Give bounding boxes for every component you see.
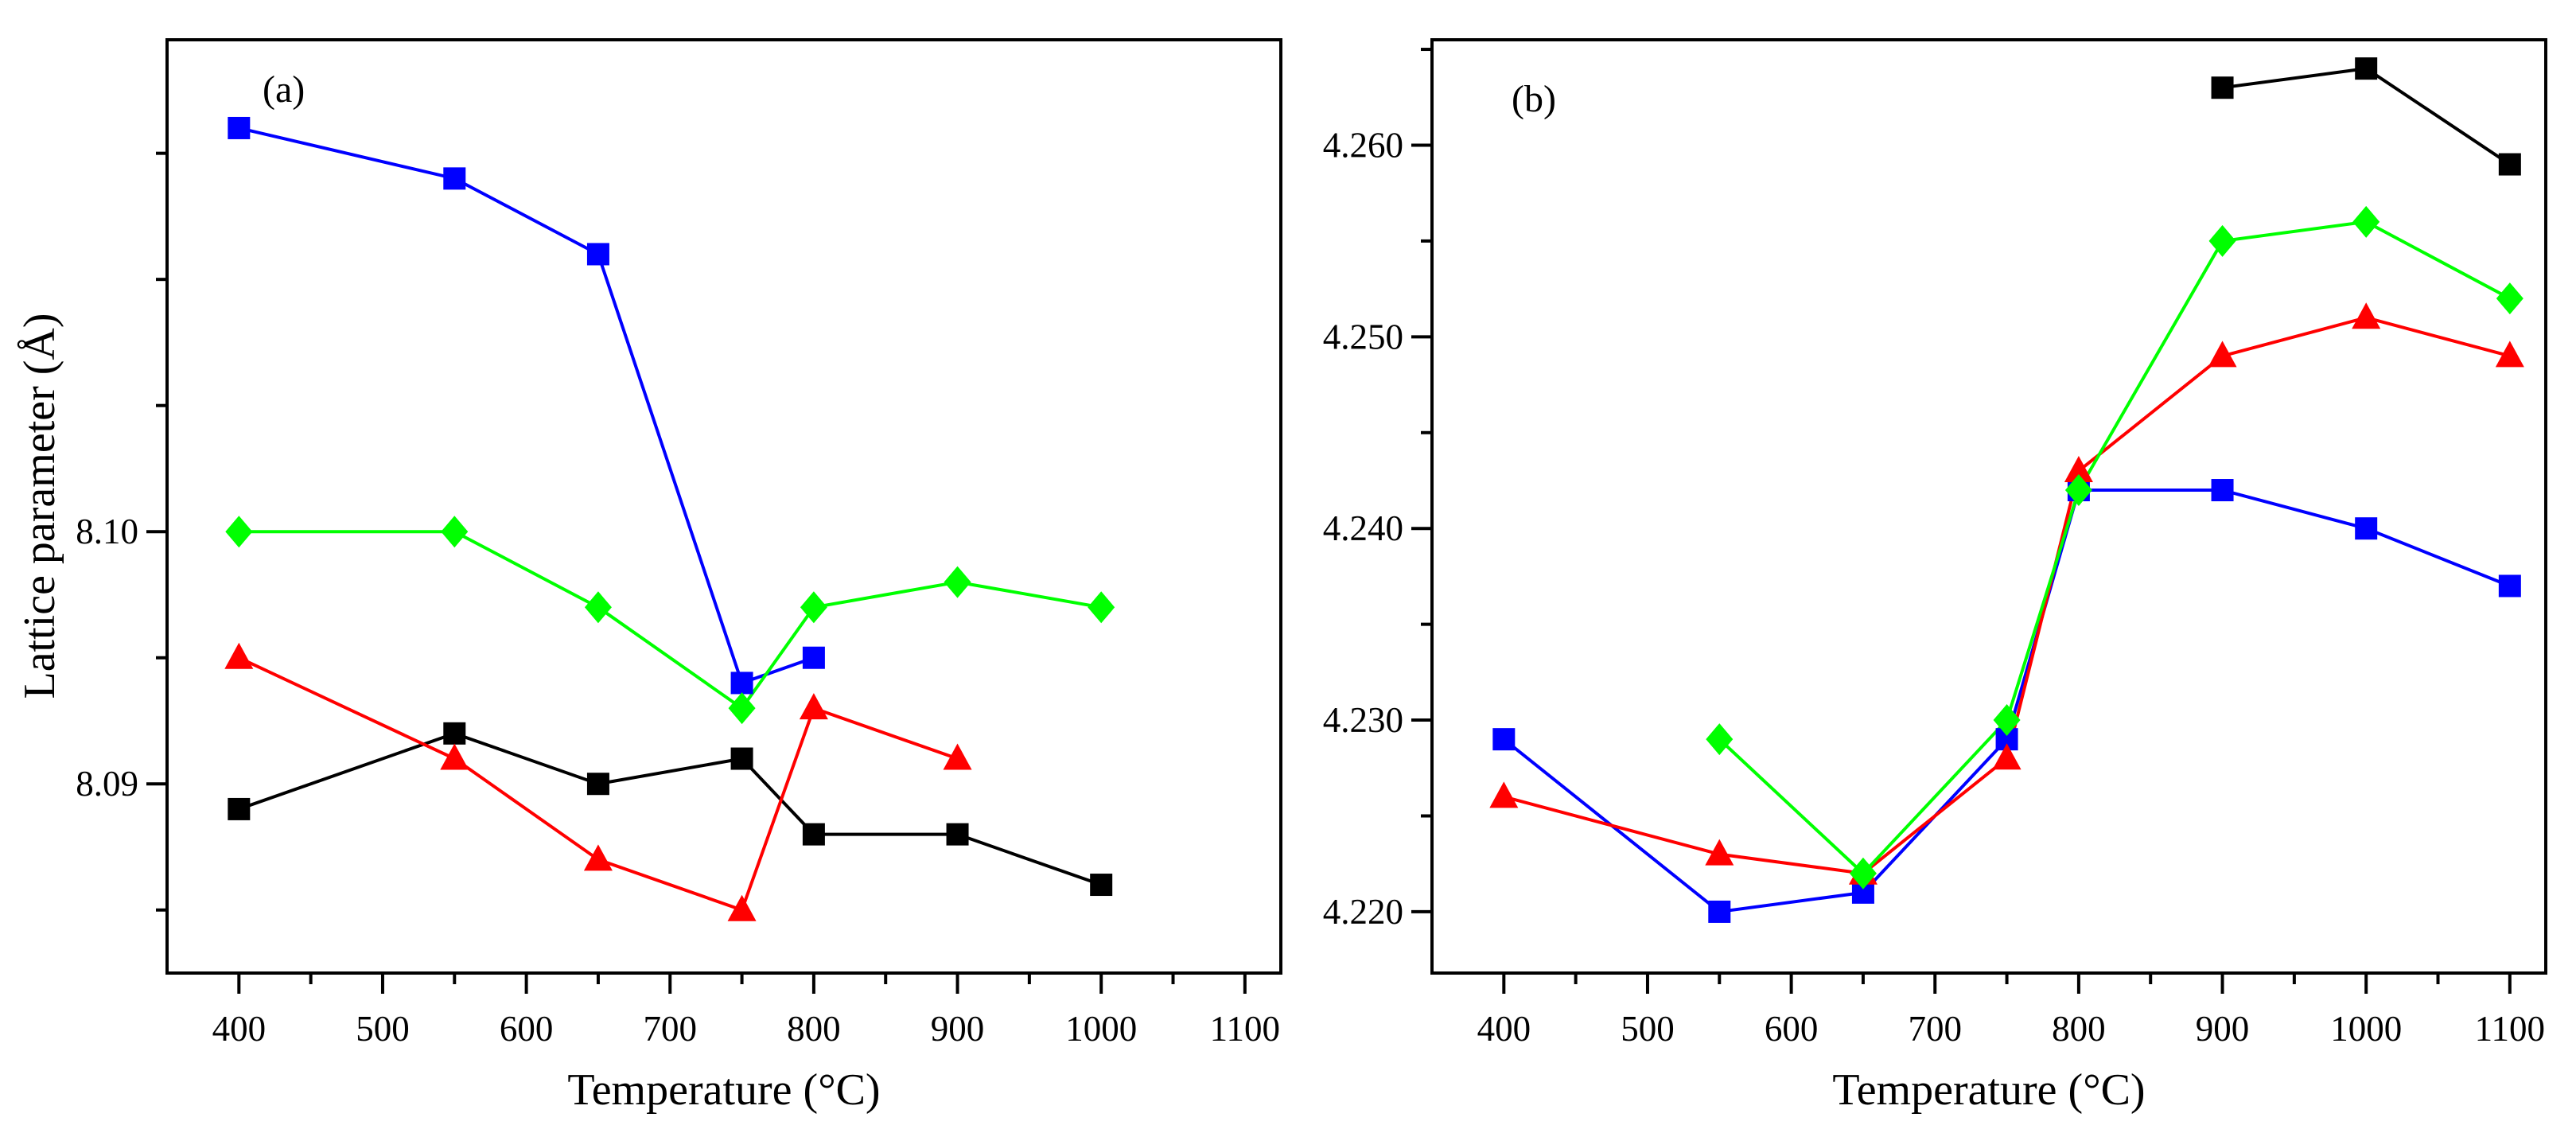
- data-point-square: [2498, 574, 2521, 598]
- data-point-triangle: [1992, 743, 2021, 770]
- data-point-triangle: [799, 693, 828, 720]
- data-point-triangle: [583, 844, 613, 871]
- data-point-triangle: [1705, 839, 1734, 866]
- data-point-square: [586, 243, 609, 266]
- x-tick-label: 400: [1477, 1009, 1531, 1049]
- data-point-diamond: [2352, 205, 2380, 238]
- y-tick-label: 8.10: [76, 512, 138, 551]
- data-point-triangle: [943, 743, 972, 770]
- x-axis-title: Temperature (°C): [567, 1065, 880, 1115]
- data-point-square: [1090, 874, 1113, 897]
- data-point-diamond: [225, 516, 253, 548]
- panel-label: (b): [1512, 78, 1556, 120]
- data-point-square: [730, 747, 753, 770]
- x-axis-title: Temperature (°C): [1832, 1065, 2145, 1115]
- data-point-diamond: [2064, 474, 2092, 507]
- data-point-diamond: [1849, 857, 1877, 890]
- data-point-square: [946, 823, 969, 846]
- data-point-square: [802, 823, 825, 846]
- series-line: [238, 656, 959, 913]
- data-point-triangle: [2495, 341, 2524, 368]
- series-line: [239, 530, 1102, 710]
- data-point-diamond: [441, 516, 469, 548]
- data-point-square: [443, 167, 466, 190]
- data-point-square: [228, 797, 251, 820]
- series-line: [1503, 316, 2511, 875]
- plot-frame: [1430, 38, 2547, 975]
- series-line: [1718, 220, 2511, 876]
- y-tick-label: 4.230: [1323, 700, 1403, 740]
- y-tick-label: 4.250: [1323, 317, 1403, 356]
- x-tick-label: 800: [2052, 1009, 2106, 1049]
- data-point-square: [2498, 153, 2521, 176]
- y-tick-label: 4.260: [1323, 125, 1403, 165]
- data-point-triangle: [2208, 341, 2237, 368]
- x-tick-label: 1100: [2475, 1009, 2545, 1049]
- series-line: [238, 127, 815, 685]
- data-point-diamond: [584, 591, 612, 624]
- series-line: [2222, 67, 2511, 166]
- panel-a: 400 500 600 700 800 900 1000 1100 8.098.10 (a) …: [15, 38, 1282, 1115]
- data-point-triangle: [224, 642, 254, 669]
- x-tick-label: 700: [644, 1009, 698, 1049]
- data-point-square: [586, 773, 609, 796]
- data-point-square: [1708, 900, 1731, 923]
- x-tick-label: 500: [1621, 1009, 1675, 1049]
- data-point-diamond: [2208, 224, 2236, 257]
- x-tick-label: 400: [212, 1009, 267, 1049]
- data-point-triangle: [440, 743, 469, 770]
- data-point-square: [730, 672, 753, 695]
- data-point-diamond: [728, 692, 756, 725]
- y-tick-label: 8.09: [76, 764, 138, 804]
- data-point-diamond: [1088, 591, 1115, 624]
- data-point-diamond: [944, 566, 971, 598]
- x-tick-label: 800: [787, 1009, 841, 1049]
- panel-label: (a): [263, 68, 305, 111]
- y-tick-label: 4.240: [1323, 508, 1403, 548]
- x-tick-label: 900: [931, 1009, 985, 1049]
- data-point-square: [2355, 57, 2378, 80]
- data-point-triangle: [727, 894, 757, 921]
- data-point-square: [2355, 517, 2378, 540]
- data-point-diamond: [1993, 704, 2021, 737]
- plot-frame: [165, 38, 1282, 975]
- data-point-square: [1492, 728, 1516, 751]
- panel-b: 400 500 600 700 800 900 1000 1100 4.220 4.230 4.2…: [1323, 38, 2547, 1115]
- series-line: [238, 731, 1102, 886]
- data-point-diamond: [1706, 723, 1734, 756]
- x-tick-label: 1100: [1210, 1009, 1280, 1049]
- data-point-square: [2211, 76, 2234, 99]
- data-point-square: [228, 116, 251, 139]
- x-tick-label: 500: [356, 1009, 410, 1049]
- x-tick-label: 600: [1765, 1009, 1819, 1049]
- x-tick-label: 600: [500, 1009, 554, 1049]
- y-axis-title: Lattice parameter (Å): [15, 313, 64, 699]
- data-point-triangle: [2352, 302, 2381, 329]
- data-point-triangle: [2064, 455, 2093, 482]
- data-point-square: [802, 646, 825, 669]
- data-point-diamond: [800, 591, 827, 624]
- x-tick-label: 1000: [2330, 1009, 2402, 1049]
- data-point-diamond: [2496, 282, 2523, 315]
- series-line: [1503, 489, 2511, 914]
- data-point-square: [443, 722, 466, 745]
- y-tick-label: 4.220: [1323, 892, 1403, 932]
- x-tick-label: 900: [2196, 1009, 2250, 1049]
- data-point-square: [2211, 479, 2234, 502]
- data-point-triangle: [1489, 781, 1519, 808]
- x-tick-label: 1000: [1065, 1009, 1137, 1049]
- x-tick-label: 700: [1909, 1009, 1963, 1049]
